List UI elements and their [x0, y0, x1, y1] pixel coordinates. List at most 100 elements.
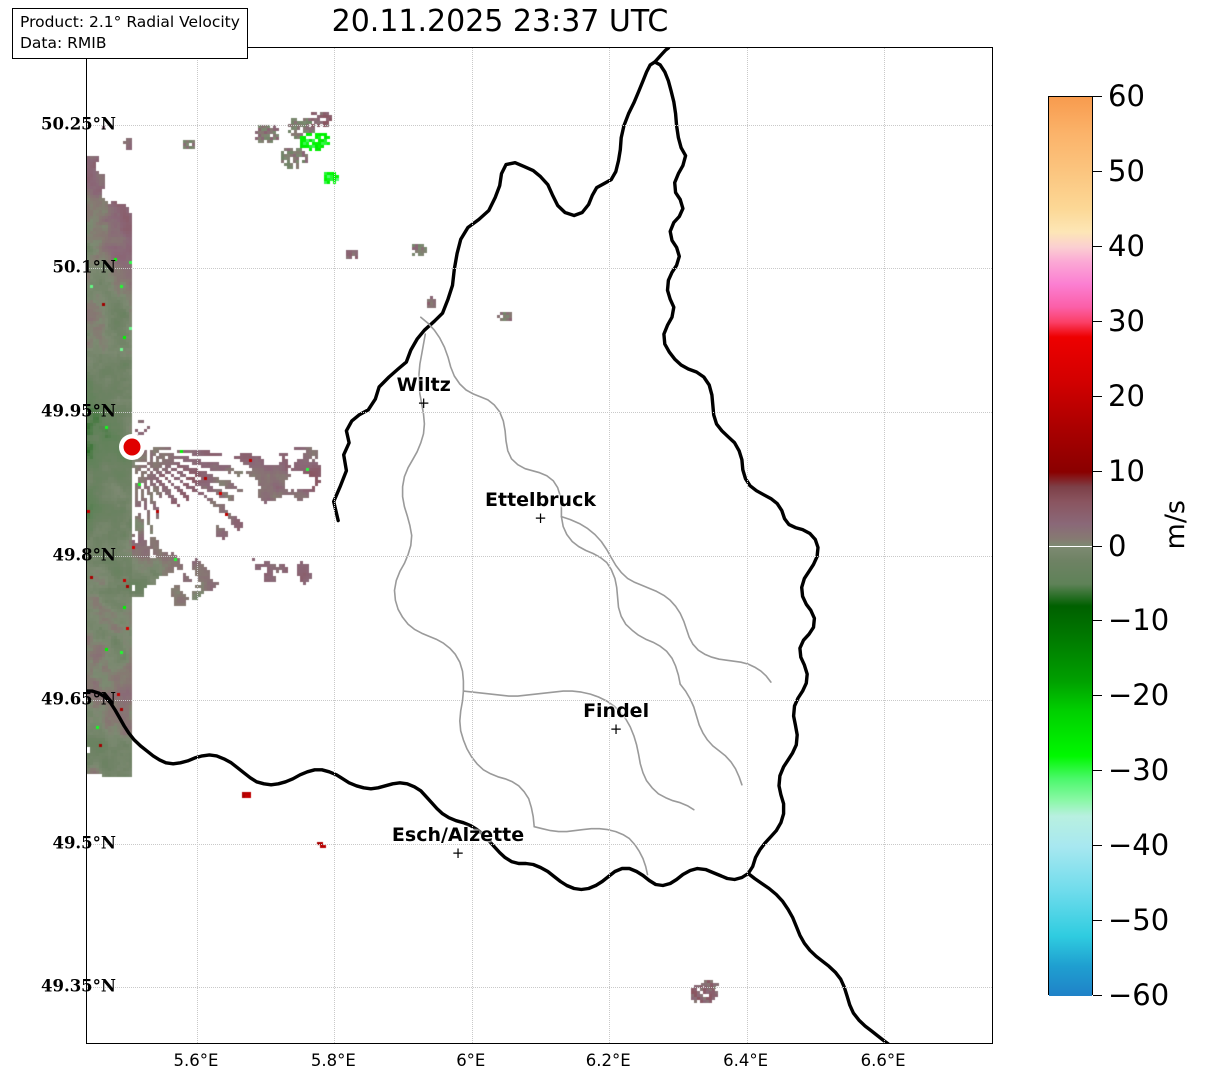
colorbar-tick [1093, 920, 1102, 922]
colorbar-tick-label: 10 [1108, 453, 1145, 488]
gridline-horizontal [87, 412, 992, 414]
colorbar-tick [1093, 170, 1102, 172]
page-title: 20.11.2025 23:37 UTC [331, 4, 669, 39]
city-name: Esch/Alzette [391, 824, 525, 847]
plot-clip: Wiltz + Ettelbruck + Findel + Esch/Alzette + [87, 48, 992, 1043]
city-label-findel: Findel + [583, 699, 650, 738]
colorbar-segment [1049, 891, 1092, 937]
colorbar-tick [1093, 395, 1102, 397]
border-district-internal-6 [679, 683, 743, 786]
gridline-vertical [609, 48, 611, 1043]
colorbar-segment [1049, 426, 1092, 472]
colorbar-segment [1049, 246, 1092, 262]
border-district-internal-4 [533, 825, 649, 876]
colorbar-segment [1049, 321, 1092, 337]
colorbar-segment [1049, 336, 1092, 382]
colorbar-tick-label: 40 [1108, 228, 1145, 263]
city-label-esch-alzette: Esch/Alzette + [391, 824, 525, 863]
x-axis-tick-label: 5.6°E [173, 1051, 219, 1070]
colorbar-segment [1049, 583, 1092, 607]
city-marker-icon: + [417, 393, 430, 412]
colorbar-segment [1049, 284, 1092, 307]
city-marker-icon: + [451, 844, 465, 863]
border-district-internal-5 [560, 515, 772, 683]
colorbar-tick [1093, 96, 1102, 97]
colorbar-tick [1093, 845, 1102, 847]
colorbar-tick-label: −50 [1108, 903, 1170, 938]
radar-plot[interactable]: Wiltz + Ettelbruck + Findel + Esch/Alzette + [86, 47, 993, 1044]
x-axis-tick-label: 5.8°E [310, 1051, 356, 1070]
gridline-vertical [746, 48, 748, 1043]
y-axis-tick-label: 50.1°N [52, 257, 116, 277]
colorbar-segment [1049, 561, 1092, 584]
colorbar-segment [1049, 816, 1092, 847]
y-axis-tick-label: 49.35°N [41, 976, 116, 996]
colorbar-segment [1049, 546, 1092, 562]
gridline-vertical [334, 48, 336, 1043]
colorbar-segment [1049, 801, 1092, 817]
colorbar-tick-label: −10 [1108, 603, 1170, 638]
colorbar-segment [1049, 966, 1092, 996]
colorbar-tick-label: −30 [1108, 753, 1170, 788]
colorbar-tick-label: 50 [1108, 153, 1145, 188]
city-name: Ettelbruck [485, 488, 596, 511]
colorbar-tick-label: −20 [1108, 678, 1170, 713]
city-name: Wiltz [396, 373, 451, 396]
colorbar-segment [1049, 471, 1092, 487]
colorbar-segment [1049, 606, 1092, 637]
colorbar-tick [1093, 470, 1102, 472]
annotation-product-line: Product: 2.1° Radial Velocity [20, 13, 240, 31]
y-axis-tick-label: 49.65°N [41, 689, 116, 709]
colorbar-segment [1049, 681, 1092, 712]
city-label-wiltz: Wiltz + [396, 373, 451, 412]
border-southeast-extension [746, 871, 890, 1043]
border-district-internal-1 [420, 316, 681, 685]
city-marker-icon: + [534, 508, 547, 527]
gridline-vertical [196, 48, 198, 1043]
colorbar-segment [1049, 756, 1092, 779]
gridline-horizontal [87, 987, 992, 989]
y-axis-tick-label: 49.8°N [52, 545, 116, 565]
colorbar-tick-label: 60 [1108, 79, 1145, 113]
map-borders-layer [87, 48, 890, 1043]
gridline-horizontal [87, 124, 992, 126]
colorbar-segment [1049, 636, 1092, 682]
city-label-ettelbruck: Ettelbruck + [485, 488, 596, 527]
colorbar-tick [1093, 245, 1102, 247]
colorbar-segment [1049, 524, 1092, 539]
product-annotation-box: Product: 2.1° Radial Velocity Data: RMIB [12, 8, 248, 59]
colorbar-segment [1049, 134, 1092, 172]
colorbar-tick [1093, 695, 1102, 697]
colorbar-tick [1093, 770, 1102, 772]
colorbar-tick [1093, 620, 1102, 622]
colorbar-tick-label: −40 [1108, 828, 1170, 863]
gridline-vertical [471, 48, 473, 1043]
y-axis-tick-label: 49.5°N [52, 833, 116, 853]
colorbar-tick-label: 0 [1108, 528, 1127, 563]
border-district-internal-2 [393, 333, 535, 828]
colorbar-segment [1049, 778, 1092, 802]
gridline-horizontal [87, 699, 992, 701]
colorbar-segment [1049, 501, 1092, 525]
colorbar-segment [1049, 486, 1092, 502]
colorbar-segment [1049, 711, 1092, 757]
border-north-extension [653, 48, 671, 64]
x-axis-tick-label: 6°E [456, 1051, 486, 1070]
annotation-data-line: Data: RMIB [20, 33, 107, 52]
colorbar-segment [1049, 936, 1092, 967]
gridline-horizontal [87, 556, 992, 558]
city-name: Findel [583, 699, 650, 722]
x-axis-tick-label: 6.6°E [860, 1051, 906, 1070]
radar-data-layer [87, 48, 992, 1043]
colorbar-segment [1049, 381, 1092, 427]
colorbar-tick [1093, 320, 1102, 322]
x-axis-tick-label: 6.2°E [585, 1051, 631, 1070]
city-marker-icon: + [609, 719, 623, 738]
colorbar-gradient [1048, 96, 1093, 996]
radar-site-marker [118, 433, 145, 460]
colorbar-segment [1049, 97, 1092, 135]
colorbar[interactable]: 60 50 40 30 20 10 0 −10 −20 −30 −40 −50 −60 [1048, 79, 1169, 1012]
colorbar-segment [1049, 209, 1092, 232]
colorbar-segment [1049, 306, 1092, 322]
colorbar-segment [1049, 846, 1092, 892]
